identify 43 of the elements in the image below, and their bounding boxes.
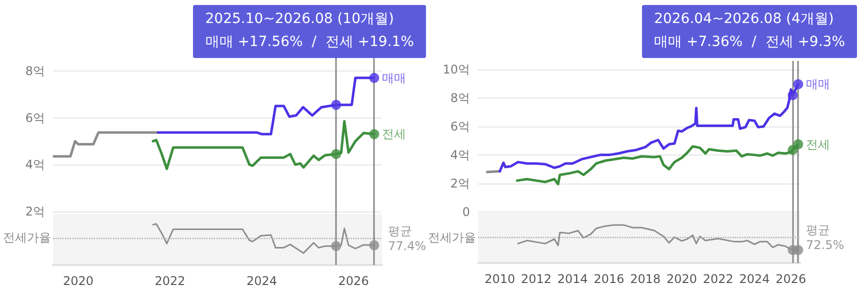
x-tick-label: 2010 <box>484 272 516 286</box>
x-tick-label: 2024 <box>246 274 278 288</box>
line-series <box>52 131 160 158</box>
point <box>793 139 804 150</box>
text: 2026.04~2026.08 (4개월) <box>654 10 835 29</box>
ref-line-label: 평균 77.4% <box>388 224 426 253</box>
y-tick-label: 4억 <box>450 148 470 162</box>
y-tick-label: 2억 <box>25 204 45 218</box>
y-tick-label: 4억 <box>25 158 45 172</box>
point <box>331 100 342 110</box>
y-tick-label: 6억 <box>450 119 470 134</box>
x-tick-label: 2022 <box>154 274 186 288</box>
y-tick-label: 8억 <box>25 64 45 78</box>
text: 전세가율 <box>3 230 51 247</box>
y-tick-label: 8억 <box>450 91 470 106</box>
x-tick-label: 2014 <box>557 272 588 286</box>
point <box>788 90 798 100</box>
x-tick-label: 2022 <box>702 272 734 286</box>
y-tick-label: 6억 <box>25 110 45 125</box>
point <box>369 72 380 83</box>
ref-line-label: 평균 72.5% <box>806 223 844 252</box>
x-tick-label: 2026 <box>338 274 369 288</box>
x-tick-label: 2016 <box>594 272 624 286</box>
series-label: 매매 <box>806 77 830 92</box>
point <box>369 129 380 140</box>
x-tick-label: 2024 <box>739 272 770 286</box>
y-tick-label: 0 <box>462 204 470 219</box>
series-label: 전세 <box>382 127 406 142</box>
x-tick-label: 2012 <box>520 272 552 286</box>
text: 매매 +17.56% / 전세 +19.1% <box>205 33 414 52</box>
text: 매매 +7.36% / 전세 +9.3% <box>654 33 845 52</box>
point <box>331 149 342 160</box>
series-label: 전세 <box>806 137 830 152</box>
text: 전세가율 <box>428 229 476 246</box>
point <box>793 79 804 90</box>
x-tick-label: 2020 <box>666 272 698 286</box>
x-tick-label: 2020 <box>62 274 94 288</box>
x-tick-label: 2026 <box>776 272 806 286</box>
x-tick-label: 2018 <box>630 272 661 286</box>
y-tick-label: 2억 <box>450 176 470 190</box>
text: 2025.10~2026.08 (10개월) <box>205 10 395 29</box>
y-tick-label: 10억 <box>442 62 470 77</box>
series-label: 매매 <box>382 70 406 85</box>
